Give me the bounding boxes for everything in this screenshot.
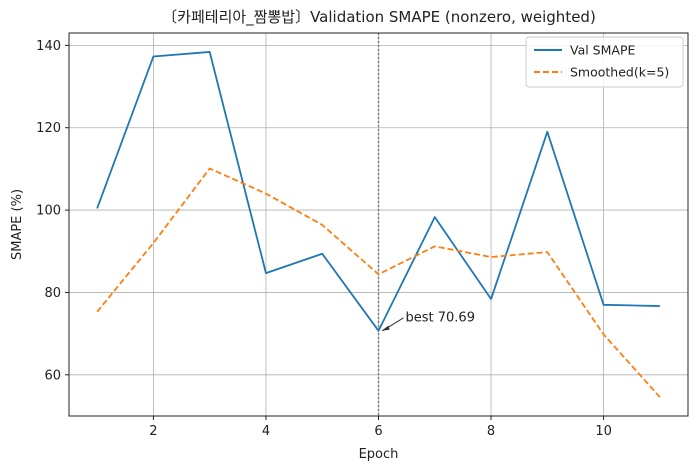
x-tick-label: 6 xyxy=(374,424,382,439)
x-tick-label: 8 xyxy=(487,424,495,439)
x-tick-label: 10 xyxy=(595,424,612,439)
legend-label-val-smape: Val SMAPE xyxy=(570,43,635,58)
annotation-arrowhead xyxy=(381,325,390,331)
y-axis-label: SMAPE (%) xyxy=(10,189,25,260)
annotation-layer: best 70.69 xyxy=(381,310,475,332)
series-line-1 xyxy=(96,167,661,398)
y-tick-label: 120 xyxy=(36,121,61,136)
series-line-0 xyxy=(96,51,660,332)
x-axis-label: Epoch xyxy=(359,447,399,462)
x-tick-label: 4 xyxy=(262,424,270,439)
legend-label-smoothed: Smoothed(k=5) xyxy=(570,65,669,80)
y-tick-label: 140 xyxy=(36,39,61,54)
legend-box xyxy=(525,36,684,88)
y-tick-label: 80 xyxy=(44,286,61,301)
annotation-label: best 70.69 xyxy=(406,310,475,325)
chart-title: 〔카페테리아_짬뽕밥〕Validation SMAPE (nonzero, we… xyxy=(162,8,596,27)
y-tick-label: 100 xyxy=(36,204,61,219)
series-layer xyxy=(96,51,661,398)
axis-ticks: 2 4 6 8 10 60 80 100 120 140 xyxy=(36,39,612,439)
legend: Val SMAPE Smoothed(k=5) xyxy=(525,36,684,88)
x-tick-label: 2 xyxy=(149,424,157,439)
y-tick-label: 60 xyxy=(44,368,61,383)
